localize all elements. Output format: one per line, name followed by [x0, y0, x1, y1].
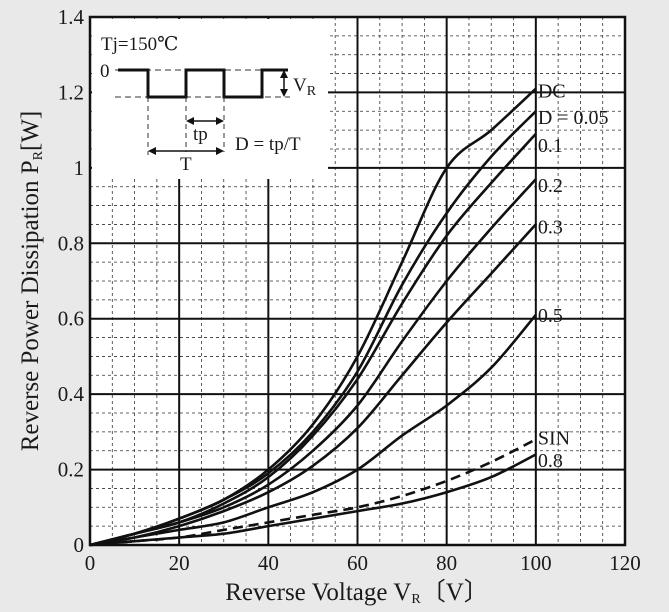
inset-tj-label: Tj=150℃	[101, 34, 178, 55]
inset-t-arrow-head-right	[216, 147, 224, 155]
x-tick-label: 0	[85, 551, 96, 575]
inset-pulse-waveform	[118, 68, 288, 99]
inset-t-label: T	[180, 154, 192, 175]
plot-frame	[88, 15, 627, 547]
inset-background	[92, 19, 328, 179]
series-line	[89, 223, 537, 547]
y-tick-label: 0	[74, 533, 85, 557]
duty-cycle-inset: Tj=150℃ 0 VR tp T D = tp/T	[92, 19, 328, 179]
curve-label: 0.2	[538, 175, 563, 197]
inset-vr-arrow-head-bottom	[280, 89, 288, 97]
y-axis-label: Reverse Power Dissipation PR[W]	[17, 111, 46, 452]
curve-label: D = 0.05	[538, 107, 609, 129]
y-tick-label: 0.2	[58, 458, 84, 482]
series-line	[89, 453, 537, 547]
series-curves	[89, 87, 537, 547]
inset-duty-formula: D = tp/T	[235, 134, 301, 155]
inset-tp-arrow-head-left	[186, 117, 194, 125]
x-tick-label: 100	[520, 551, 552, 575]
series-line	[89, 314, 537, 547]
curve-label: 0.3	[538, 216, 563, 238]
y-tick-label: 0.6	[58, 307, 84, 331]
y-tick-label: 1.4	[58, 5, 85, 29]
x-tick-label: 60	[347, 551, 368, 575]
series-line	[89, 438, 537, 547]
series-line	[89, 178, 537, 547]
tick-labels: 0 20 40 60 80 100 120 0 0.2 0.4 0.6 0.8 1 1.2 1.4	[58, 5, 641, 575]
x-tick-label: 20	[169, 551, 190, 575]
y-tick-label: 1	[74, 156, 85, 180]
inset-t-arrow-head-left	[148, 147, 156, 155]
curve-label: 0.5	[538, 305, 563, 327]
inset-zero-label: 0	[100, 61, 110, 82]
curve-label: 0.1	[538, 135, 563, 157]
series-line	[89, 110, 537, 547]
y-tick-label: 0.8	[58, 231, 84, 255]
y-tick-label: 1.2	[58, 80, 84, 104]
curve-label: SIN	[538, 428, 570, 450]
inset-vr-arrow-head-top	[280, 70, 288, 78]
curve-label: 0.8	[538, 450, 563, 472]
y-tick-label: 0.4	[58, 382, 85, 406]
inset-tp-label: tp	[193, 124, 208, 145]
inset-tp-arrow-head-right	[216, 117, 224, 125]
x-tick-label: 120	[609, 551, 641, 575]
x-tick-label: 80	[436, 551, 457, 575]
x-axis-label: Reverse Voltage VR〔V〕	[225, 578, 489, 607]
inset-vr-label: VR	[293, 75, 317, 99]
x-tick-label: 40	[258, 551, 279, 575]
curve-label: DC	[538, 81, 566, 103]
